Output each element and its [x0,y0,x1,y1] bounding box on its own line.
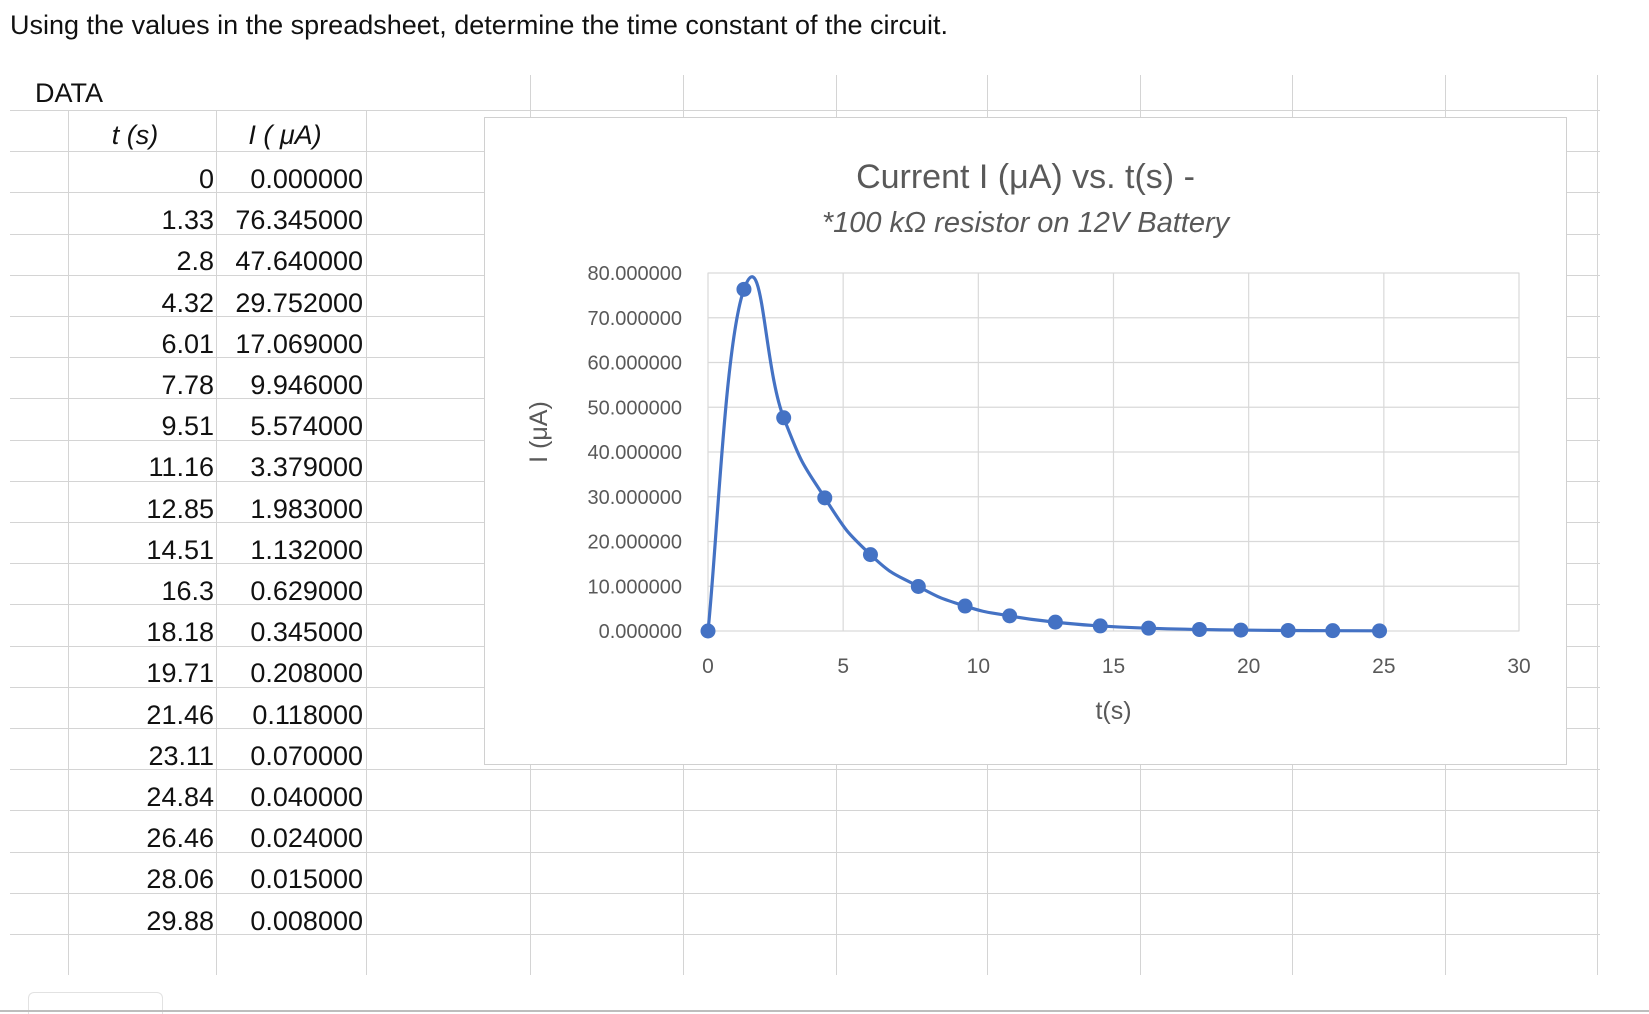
y-tick-label: 10.000000 [587,576,682,598]
cell-time[interactable]: 19.71 [146,658,214,689]
data-point [1280,622,1296,638]
column-header-t: t (s) [111,120,159,150]
sheet-tab[interactable] [28,992,163,1014]
data-point [862,547,878,563]
cell-time[interactable]: 2.8 [176,246,214,277]
data-point [1141,620,1157,636]
data-point [736,281,752,297]
y-tick-label: 70.000000 [587,308,682,330]
cell-time[interactable]: 26.46 [146,823,214,854]
x-tick-label: 5 [837,655,849,678]
grid-column-line [68,110,69,975]
cell-time[interactable]: 16.3 [161,576,214,606]
y-tick-label: 20.000000 [587,532,682,554]
cell-current[interactable]: 5.574000 [250,411,363,442]
cell-current[interactable]: 3.379000 [250,452,363,483]
cell-time[interactable]: 9.51 [161,411,214,442]
x-axis-title: t(s) [1095,697,1131,725]
cell-current[interactable]: 76.345000 [235,205,363,236]
y-tick-label: 50.000000 [587,397,682,419]
question-text: Using the values in the spreadsheet, det… [10,10,949,40]
grid-row-line [10,769,1600,770]
cell-current[interactable]: 0.629000 [250,576,363,606]
data-point [1092,618,1108,634]
grid-row-line [10,852,1600,853]
data-point [700,623,716,639]
y-tick-label: 0.000000 [599,621,682,643]
cell-time[interactable]: 24.84 [146,782,214,812]
cell-current[interactable]: 0.345000 [250,617,363,648]
y-tick-label: 60.000000 [587,353,682,375]
cell-time[interactable]: 6.01 [161,328,214,359]
cell-current[interactable]: 0.118000 [252,699,363,730]
chart-title: Current I (μA) vs. t(s) - [856,158,1195,196]
cell-current[interactable]: 17.069000 [235,328,363,359]
cell-time[interactable]: 21.46 [146,699,214,730]
cell-current[interactable]: 29.752000 [235,287,363,318]
cell-time[interactable]: 7.78 [161,370,214,400]
grid-row-line [10,893,1600,894]
cell-time[interactable]: 28.06 [146,864,214,895]
x-tick-label: 20 [1237,655,1260,678]
data-point [910,578,926,594]
y-axis-title: I (μA) [525,401,553,463]
data-point [957,598,973,614]
data-point [817,490,833,506]
grid-row-line [10,810,1600,811]
cell-current[interactable]: 0.008000 [250,905,363,936]
cell-current[interactable]: 0.040000 [250,782,363,812]
data-point [1372,623,1388,639]
y-tick-label: 80.000000 [587,263,682,285]
cell-current[interactable]: 0.015000 [250,864,363,895]
grid-column-line [366,110,367,975]
grid-column-line [1597,75,1598,975]
cell-current[interactable]: 0.024000 [250,823,363,854]
bottom-border [0,1010,1649,1012]
data-point [1002,608,1018,624]
y-tick-label: 40.000000 [587,442,682,464]
series-line [706,275,1380,633]
grid-column-line [216,110,217,975]
cell-time[interactable]: 23.11 [148,740,214,771]
data-point [1325,623,1341,639]
cell-time[interactable]: 14.51 [146,534,214,565]
cell-time[interactable]: 4.32 [161,287,214,318]
column-header-i: I ( μA) [248,120,322,150]
data-label: DATA [35,78,104,108]
cell-current[interactable]: 9.946000 [250,370,363,400]
chart-subtitle: *100 kΩ resistor on 12V Battery [821,207,1230,239]
y-tick-label: 30.000000 [587,487,682,509]
cell-time[interactable]: 0 [198,164,214,194]
x-tick-label: 25 [1372,655,1395,678]
data-point [1047,614,1063,630]
cell-current[interactable]: 47.640000 [235,246,363,277]
grid-row-line [10,110,1600,111]
cell-current[interactable]: 1.983000 [250,493,363,524]
x-tick-label: 15 [1102,655,1125,678]
data-point [1233,622,1249,638]
cell-current[interactable]: 1.132000 [250,534,363,565]
grid-row-line [10,934,1600,935]
chart-plot: 0.000000 10.000000 20.000000 30.000000 40.00… [525,263,1531,725]
data-point [776,410,792,426]
cell-time[interactable]: 1.33 [161,205,214,236]
cell-time[interactable]: 12.85 [146,493,214,524]
x-tick-label: 0 [702,655,714,678]
cell-current[interactable]: 0.070000 [250,740,363,771]
cell-current[interactable]: 0.000000 [250,164,363,194]
data-point [1191,621,1207,637]
x-tick-label: 30 [1507,655,1530,678]
chart[interactable]: 0.000000 10.000000 20.000000 30.000000 40.00… [484,117,1567,765]
cell-time[interactable]: 29.88 [146,905,214,936]
x-tick-label: 10 [967,655,990,678]
cell-time[interactable]: 11.16 [148,452,214,483]
cell-current[interactable]: 0.208000 [250,658,363,689]
cell-time[interactable]: 18.18 [146,617,214,648]
